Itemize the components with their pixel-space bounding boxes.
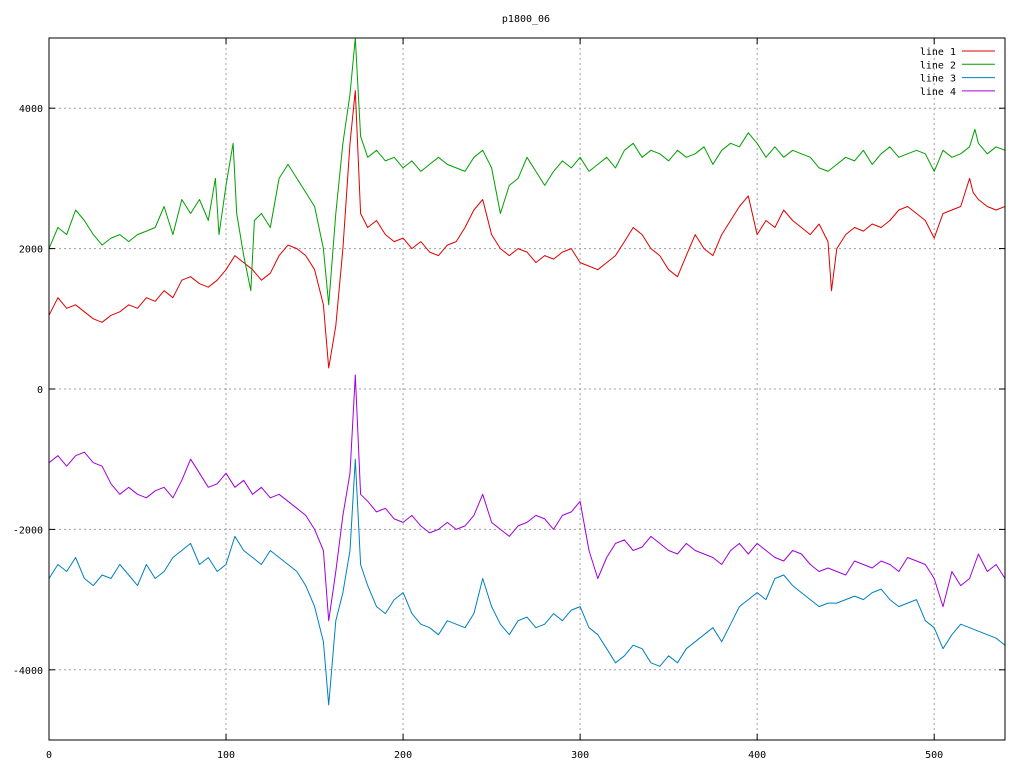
x-axis-ticks: 0 100 200 300 400 500 — [46, 38, 943, 761]
y-axis-ticks: -4000 -2000 0 2000 4000 — [13, 104, 1005, 677]
legend-label: line 3 — [920, 74, 956, 85]
plot-frame — [48, 37, 1006, 741]
y-tick-label: 4000 — [19, 104, 43, 115]
x-tick-label: 500 — [925, 750, 943, 761]
legend-label: line 2 — [920, 60, 956, 71]
x-tick-label: 300 — [571, 750, 589, 761]
legend-label: line 4 — [920, 87, 956, 98]
legend-label: line 1 — [920, 47, 956, 58]
grid-lines — [49, 38, 1005, 740]
series-line-2 — [49, 38, 1005, 306]
legend: line 1 line 2 line 3 line 4 — [920, 47, 995, 98]
series-lines — [49, 38, 1005, 706]
x-tick-label: 0 — [46, 750, 52, 761]
x-tick-label: 100 — [217, 750, 235, 761]
series-line-1 — [49, 90, 1005, 369]
x-tick-label: 400 — [748, 750, 766, 761]
series-line-4 — [49, 374, 1005, 622]
x-tick-label: 200 — [394, 750, 412, 761]
series-line-3 — [49, 458, 1005, 706]
y-tick-label: 0 — [37, 385, 43, 396]
y-tick-label: 2000 — [19, 245, 43, 256]
chart-title: p1800_06 — [502, 14, 550, 25]
y-tick-label: -4000 — [13, 666, 43, 677]
y-tick-label: -2000 — [13, 525, 43, 536]
